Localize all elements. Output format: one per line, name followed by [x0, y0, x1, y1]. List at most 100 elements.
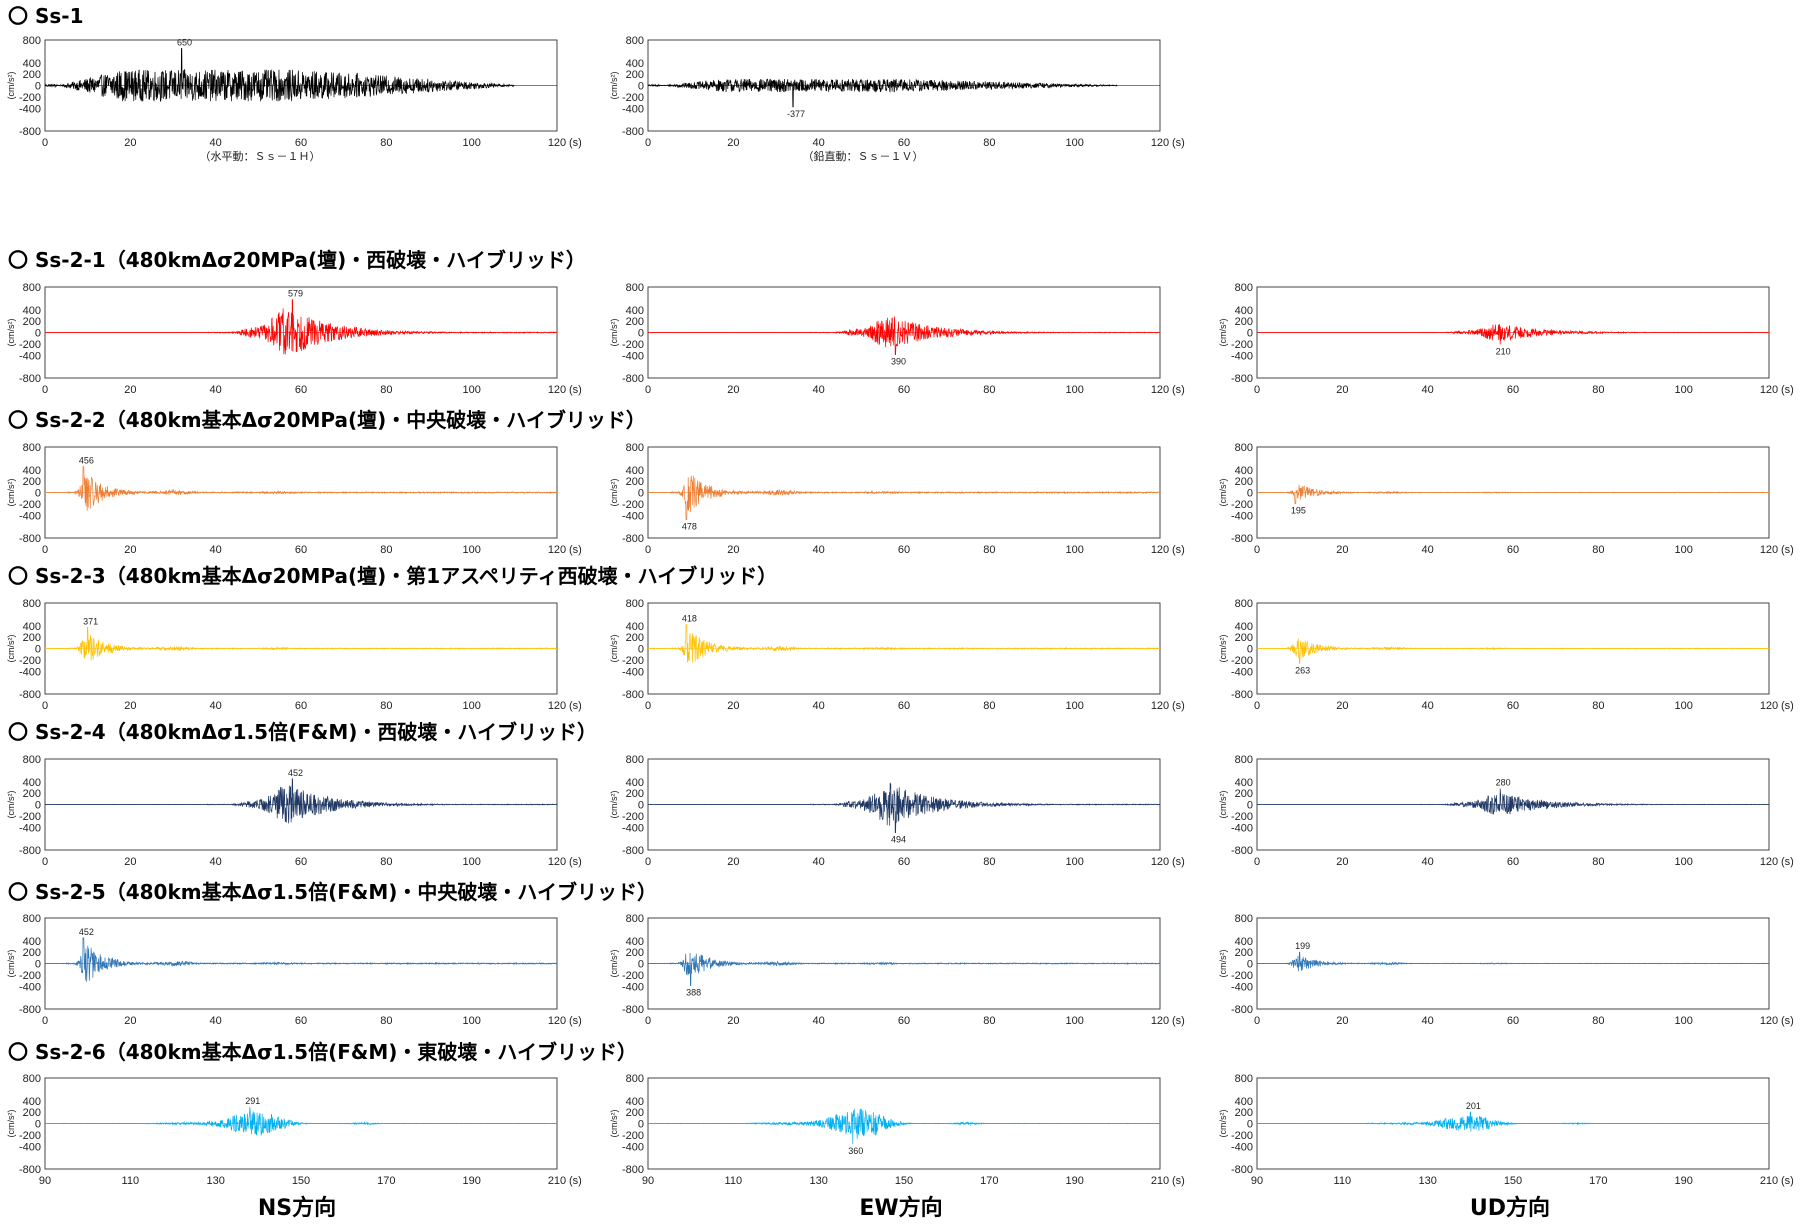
x-tick-label: 100: [1065, 856, 1083, 868]
y-tick-label: -400: [1231, 1141, 1253, 1153]
y-tick-label: 800: [1235, 1073, 1253, 1085]
y-tick-label: 0: [1247, 959, 1253, 971]
y-axis-label: (cm/s²): [609, 1110, 619, 1138]
x-tick-label: 80: [983, 137, 995, 149]
y-axis-label: (cm/s²): [1218, 1110, 1228, 1138]
section-heading-ss-2-3: 〇 Ss-2-3（480km基本Δσ20MPa(壇)・第1アスペリティ西破壊・ハ…: [8, 564, 778, 588]
x-tick-label: 210: [1760, 1175, 1778, 1187]
x-tick-label: 60: [1507, 1015, 1519, 1027]
y-tick-label: 200: [1235, 788, 1253, 800]
x-tick-label: 60: [1507, 700, 1519, 712]
x-tick-label: 190: [1065, 1175, 1083, 1187]
x-tick-label: 80: [380, 384, 392, 396]
y-tick-label: -800: [622, 373, 644, 385]
y-tick-label: -200: [622, 339, 644, 351]
y-tick-label: 800: [23, 1073, 41, 1085]
x-tick-label: 0: [645, 544, 651, 556]
y-axis-label: (cm/s²): [1218, 319, 1228, 347]
x-tick-label: 0: [645, 856, 651, 868]
x-tick-label: 40: [813, 137, 825, 149]
y-tick-label: -800: [1231, 1164, 1253, 1176]
y-tick-label: -800: [1231, 689, 1253, 701]
y-tick-label: 200: [626, 632, 644, 644]
x-tick-label: 100: [1674, 1015, 1692, 1027]
x-tick-label: 40: [813, 384, 825, 396]
x-tick-label: 190: [1674, 1175, 1692, 1187]
x-tick-label: 100: [1065, 1015, 1083, 1027]
y-axis-label: (cm/s²): [6, 950, 16, 978]
y-tick-label: 200: [23, 788, 41, 800]
x-tick-label: 60: [295, 700, 307, 712]
peak-value-label: 456: [79, 456, 94, 466]
y-tick-label: -200: [1231, 339, 1253, 351]
y-axis-label: (cm/s²): [609, 635, 619, 663]
y-tick-label: 400: [1235, 1096, 1253, 1108]
x-tick-label: 210: [1151, 1175, 1169, 1187]
y-tick-label: 400: [1235, 936, 1253, 948]
peak-value-label: 360: [848, 1146, 863, 1156]
y-tick-label: 800: [1235, 598, 1253, 610]
x-unit-label: (s): [1781, 856, 1794, 868]
y-tick-label: -400: [1231, 981, 1253, 993]
section-heading-ss-2-2: 〇 Ss-2-2（480km基本Δσ20MPa(壇)・中央破壊・ハイブリッド）: [8, 408, 646, 432]
x-tick-label: 100: [462, 137, 480, 149]
waveform-trace: [1257, 324, 1770, 345]
x-tick-label: 60: [898, 384, 910, 396]
x-tick-label: 100: [462, 856, 480, 868]
x-tick-label: 40: [210, 137, 222, 149]
waveform-trace: [1256, 951, 1770, 972]
y-tick-label: 400: [1235, 621, 1253, 633]
y-tick-label: -200: [622, 92, 644, 104]
y-tick-label: -800: [622, 689, 644, 701]
x-tick-label: 60: [295, 1015, 307, 1027]
y-tick-label: 800: [626, 282, 644, 294]
x-tick-label: 60: [898, 544, 910, 556]
x-tick-label: 120: [548, 856, 566, 868]
y-tick-label: -200: [19, 811, 41, 823]
y-tick-label: 400: [1235, 305, 1253, 317]
y-axis-label: (cm/s²): [6, 791, 16, 819]
x-tick-label: 20: [124, 1015, 136, 1027]
x-tick-label: 120: [1151, 384, 1169, 396]
y-tick-label: 800: [23, 282, 41, 294]
x-tick-label: 100: [1674, 384, 1692, 396]
x-tick-label: 170: [1589, 1175, 1607, 1187]
x-tick-label: 0: [1254, 856, 1260, 868]
y-tick-label: 0: [638, 1119, 644, 1131]
x-tick-label: 170: [980, 1175, 998, 1187]
x-unit-label: (s): [569, 1175, 582, 1187]
x-tick-label: 40: [1422, 384, 1434, 396]
y-tick-label: 0: [638, 488, 644, 500]
x-tick-label: 20: [124, 137, 136, 149]
y-tick-label: 0: [1247, 328, 1253, 340]
x-tick-label: 40: [1422, 544, 1434, 556]
x-tick-label: 120: [1151, 1015, 1169, 1027]
peak-value-label: 388: [686, 988, 701, 998]
y-tick-label: 0: [35, 488, 41, 500]
x-tick-label: 80: [380, 700, 392, 712]
x-tick-label: 0: [42, 384, 48, 396]
waveform-trace: [1257, 638, 1769, 664]
y-tick-label: -200: [622, 1130, 644, 1142]
y-axis-label: (cm/s²): [1218, 479, 1228, 507]
y-tick-label: -200: [19, 339, 41, 351]
waveform-trace: [647, 1108, 1160, 1145]
y-tick-label: 0: [638, 328, 644, 340]
y-tick-label: 0: [1247, 800, 1253, 812]
peak-value-label: 280: [1496, 778, 1511, 788]
x-tick-label: 20: [727, 544, 739, 556]
x-tick-label: 60: [295, 137, 307, 149]
x-tick-label: 20: [124, 856, 136, 868]
y-tick-label: 200: [23, 1107, 41, 1119]
y-tick-label: -200: [19, 1130, 41, 1142]
y-tick-label: 800: [626, 913, 644, 925]
y-tick-label: -400: [622, 510, 644, 522]
y-tick-label: 400: [1235, 777, 1253, 789]
x-tick-label: 130: [809, 1175, 827, 1187]
y-tick-label: 800: [23, 442, 41, 454]
section-heading-ss-2-5: 〇 Ss-2-5（480km基本Δσ1.5倍(F&M)・中央破壊・ハイブリッド）: [8, 880, 657, 904]
